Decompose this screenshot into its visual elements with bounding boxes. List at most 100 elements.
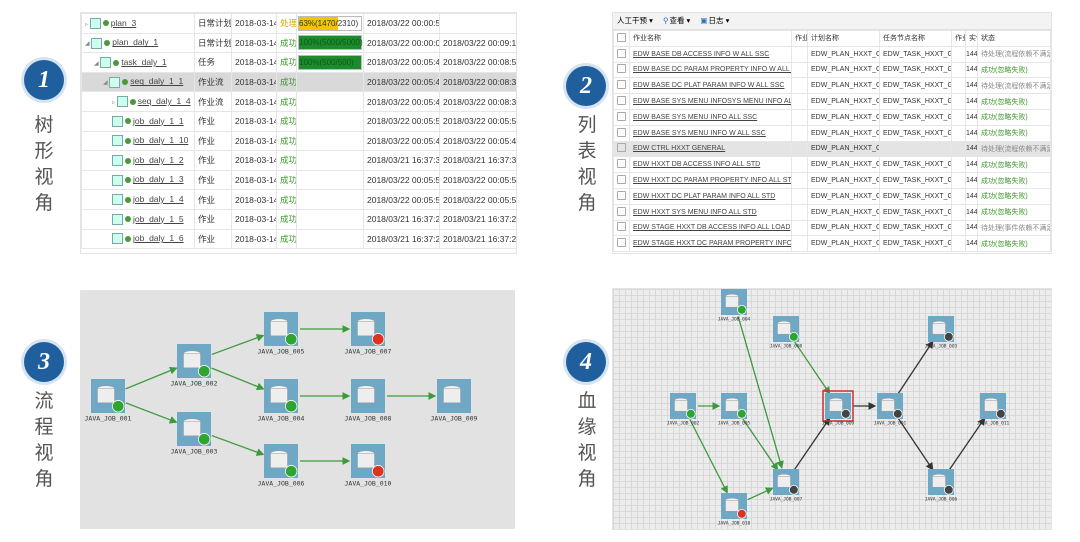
job-name-link[interactable]: EDW HXXT DC PLAT PARAM INFO ALL STD [629, 187, 792, 205]
job-node[interactable]: JAVA_JOB_010 [345, 444, 392, 488]
tree-row[interactable]: ◢ task_daly_1 任务 2018-03-14 成功 100%(500/… [81, 52, 516, 73]
row-checkbox[interactable] [613, 108, 630, 126]
node-name[interactable]: seq_daly_1_4 [137, 96, 191, 107]
job-node[interactable]: JAVA_JOB_006 [925, 469, 958, 503]
job-node[interactable]: JAVA_JOB_003 [171, 412, 218, 456]
job-name-link[interactable]: EDW BASE DC PLAT PARAM INFO W ALL SSC [629, 77, 792, 95]
row-checkbox[interactable] [613, 45, 630, 63]
node-name[interactable]: plan_3 [110, 17, 137, 28]
job-name-link[interactable]: EDW STAGE HXXT DB ACCESS INFO ALL LOAD [629, 219, 792, 237]
column-header[interactable]: 作业 [791, 30, 808, 47]
tree-row[interactable]: job_daly_1_5 作业 2018-03-14 成功 2018/03/21… [81, 208, 516, 230]
expand-toggle[interactable]: ◢ [103, 80, 110, 87]
job-row[interactable]: EDW HXXT DB ACCESS INFO ALL STD EDW_PLAN… [613, 156, 1051, 174]
tree-row[interactable]: job_daly_1_3 作业 2018-03-14 成功 2018/03/22… [81, 169, 516, 191]
manual-intervene-menu[interactable]: 人工干预 ▾ [617, 16, 653, 25]
job-row[interactable]: EDW HXXT DC PLAT PARAM INFO ALL STD EDW_… [613, 187, 1051, 205]
tree-row[interactable]: ◢ plan_daly_1 日常计划 2018-03-14 成功 100%(50… [81, 32, 516, 54]
job-name-link[interactable]: EDW HXXT DB ACCESS INFO ALL STD [629, 156, 792, 174]
job-node[interactable]: JAVA_JOB_005 [258, 312, 305, 356]
row-checkbox[interactable] [613, 203, 630, 221]
job-node[interactable]: JAVA_JOB_010 [718, 493, 751, 527]
job-name-link[interactable]: EDW BASE SYS MENU INFO ALL SSC [629, 108, 792, 126]
job-row[interactable]: EDW HXXT DC PARAM PROPERTY INFO ALL STD … [613, 172, 1051, 189]
job-row[interactable]: EDW BASE DB ACCESS INFO W ALL SSC EDW_PL… [613, 45, 1051, 63]
job-name-link[interactable]: EDW BASE DC PARAM PROPERTY INFO W ALL SS… [629, 61, 792, 79]
expand-toggle[interactable]: ◢ [85, 41, 92, 48]
job-row[interactable]: EDW BASE DC PARAM PROPERTY INFO W ALL SS… [613, 61, 1051, 79]
row-checkbox[interactable] [613, 187, 630, 205]
view-menu[interactable]: 查看 ▾ [669, 16, 691, 25]
job-node[interactable]: JAVA_JOB_002 [171, 344, 218, 388]
log-menu[interactable]: 日志 ▾ [708, 16, 730, 25]
column-header[interactable]: 作业 [951, 30, 966, 47]
job-name-link[interactable]: EDW BASE DB ACCESS INFO W ALL SSC [629, 45, 792, 63]
column-header[interactable]: 作业名称 [629, 30, 792, 47]
job-name-link[interactable]: EDW CTRL HXXT GENERAL [629, 140, 792, 158]
tree-row[interactable]: job_daly_1_1 作业 2018-03-14 成功 2018/03/22… [81, 110, 516, 132]
job-row[interactable]: EDW STAGE HXXT DB ACCESS INFO ALL LOAD E… [613, 219, 1051, 237]
row-checkbox[interactable] [613, 124, 630, 142]
job-node[interactable]: JAVA_JOB_011 [977, 393, 1010, 427]
node-name[interactable]: plan_daly_1 [112, 37, 159, 48]
job-node[interactable]: JAVA_JOB_004 [258, 379, 305, 423]
job-name-link[interactable]: EDW STAGE HXXT DC PARAM PROPERTY INFO AL… [629, 235, 792, 253]
job-name-link[interactable]: EDW HXXT SYS MENU INFO ALL STD [629, 203, 792, 221]
node-name[interactable]: job_daly_1_3 [133, 174, 184, 185]
node-name[interactable]: job_daly_1_4 [133, 194, 184, 205]
job-node[interactable]: JAVA_JOB_003 [925, 316, 958, 350]
job-node[interactable]: JAVA_JOB_004 [718, 289, 751, 323]
select-all-checkbox[interactable] [613, 30, 630, 47]
job-row[interactable]: EDW BASE SYS MENU INFOSYS MENU INFO ALL … [613, 93, 1051, 110]
node-name[interactable]: job_daly_1_5 [133, 213, 184, 224]
column-header[interactable]: 实例 [965, 30, 978, 47]
job-row[interactable]: EDW BASE DC PLAT PARAM INFO W ALL SSC ED… [613, 77, 1051, 95]
job-row[interactable]: EDW BASE SYS MENU INFO ALL SSC EDW_PLAN_… [613, 108, 1051, 126]
column-header[interactable]: 计划名称 [807, 30, 880, 47]
job-node[interactable]: JAVA_JOB_008 [345, 379, 392, 423]
job-row[interactable]: EDW BASE SYS MENU INFO W ALL SSC EDW_PLA… [613, 124, 1051, 142]
job-node[interactable]: JAVA_JOB_001 [85, 379, 132, 423]
tree-row[interactable]: job_daly_1_2 作业 2018-03-14 成功 2018/03/21… [81, 150, 516, 171]
tree-row[interactable]: ◢ seq_daly_1_1 作业流 2018-03-14 成功 2018/03… [81, 71, 516, 93]
job-node[interactable]: JAVA_JOB_007 [345, 312, 392, 356]
job-node[interactable]: JAVA_JOB_009 [431, 379, 478, 423]
node-name[interactable]: task_daly_1 [121, 56, 167, 67]
node-name[interactable]: seq_daly_1_1 [130, 76, 184, 87]
job-node[interactable]: JAVA_JOB_008 [770, 316, 803, 350]
row-checkbox[interactable] [613, 172, 630, 189]
column-header[interactable]: 状态 [977, 30, 1051, 47]
tree-row[interactable]: ▹ seq_daly_1_4 作业流 2018-03-14 成功 2018/03… [81, 91, 516, 112]
row-checkbox[interactable] [613, 77, 630, 95]
node-name[interactable]: job_daly_1_1 [133, 115, 184, 126]
row-checkbox[interactable] [613, 93, 630, 110]
expand-toggle[interactable]: ▹ [85, 21, 90, 28]
job-node[interactable]: JAVA_JOB_009 [822, 390, 855, 427]
node-name[interactable]: job_daly_1_6 [133, 233, 184, 244]
job-name-link[interactable]: EDW BASE SYS MENU INFO W ALL SSC [629, 124, 792, 142]
tree-row[interactable]: ▹ plan_3 日常计划 2018-03-14 处理中 63%(1470/23… [81, 13, 516, 34]
node-name[interactable]: job_daly_1_10 [133, 135, 189, 146]
tree-row[interactable]: job_daly_1_10 作业 2018-03-14 成功 2018/03/2… [81, 130, 516, 152]
expand-toggle[interactable]: ▹ [112, 100, 117, 107]
node-name[interactable]: job_daly_1_2 [133, 154, 184, 165]
job-row[interactable]: EDW HXXT SYS MENU INFO ALL STD EDW_PLAN_… [613, 203, 1051, 221]
row-checkbox[interactable] [613, 235, 630, 253]
job-node[interactable]: JAVA_JOB_007 [770, 469, 803, 503]
job-row[interactable]: EDW STAGE HXXT DC PARAM PROPERTY INFO AL… [613, 235, 1051, 253]
row-checkbox[interactable] [613, 140, 630, 158]
column-header[interactable]: 任务节点名称 [879, 30, 952, 47]
job-node[interactable]: JAVA_JOB_002 [667, 393, 700, 427]
tree-row[interactable]: job_daly_1_6 作业 2018-03-14 成功 2018/03/21… [81, 228, 516, 250]
job-node[interactable]: JAVA_JOB_006 [258, 444, 305, 488]
row-checkbox[interactable] [613, 61, 630, 79]
expand-toggle[interactable]: ◢ [94, 60, 101, 67]
job-row[interactable]: EDW CTRL HXXT GENERAL EDW_PLAN_HXXT_GENE… [613, 140, 1051, 158]
tree-row[interactable]: job_daly_1_4 作业 2018-03-14 成功 2018/03/22… [81, 189, 516, 210]
job-name-link[interactable]: EDW HXXT DC PARAM PROPERTY INFO ALL STD [629, 172, 792, 189]
row-checkbox[interactable] [613, 156, 630, 174]
job-node[interactable]: JAVA_JOB_005 [718, 393, 751, 427]
job-name-link[interactable]: EDW BASE SYS MENU INFOSYS MENU INFO ALL … [629, 93, 792, 110]
row-checkbox[interactable] [613, 219, 630, 237]
job-node[interactable]: JAVA_JOB_001 [874, 393, 907, 427]
